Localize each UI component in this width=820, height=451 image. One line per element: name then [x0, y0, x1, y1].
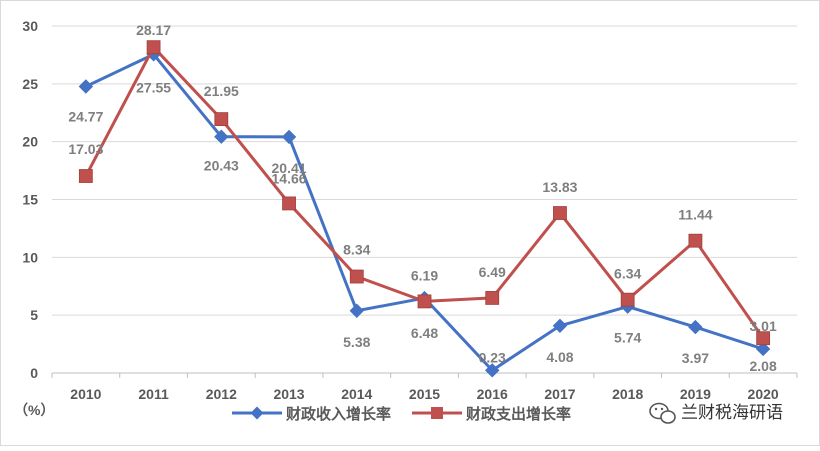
legend-marker-expenditure	[431, 407, 443, 419]
x-tick-label: 2015	[409, 386, 440, 402]
data-label: 17.03	[68, 141, 103, 157]
watermark-text: 兰财税海研语	[681, 403, 783, 423]
data-label: 20.41	[272, 160, 307, 176]
legend-label-revenue: 财政收入增长率	[286, 405, 391, 423]
x-tick-label: 2011	[138, 386, 169, 402]
data-point-square	[214, 112, 229, 127]
data-label: 4.08	[546, 349, 573, 365]
data-point-square	[553, 206, 567, 220]
legend-label-expenditure: 财政支出增长率	[466, 405, 571, 423]
data-label: 6.34	[614, 266, 641, 282]
data-point-square	[417, 294, 432, 309]
data-label: 2.08	[750, 358, 777, 374]
data-label: 3.97	[682, 350, 709, 366]
data-label: 5.74	[614, 330, 641, 346]
y-tick-label: 0	[30, 365, 38, 381]
y-tick-label: 15	[22, 192, 38, 208]
y-tick-label: 10	[22, 249, 38, 265]
legend-item-expenditure: 财政支出增长率	[412, 405, 571, 423]
legend-item-revenue: 财政收入增长率	[232, 405, 391, 423]
data-label: 13.83	[542, 179, 577, 195]
series-layer	[78, 40, 771, 378]
y-tick-label: 30	[22, 18, 38, 34]
y-axis-unit-label: （%）	[14, 402, 54, 418]
y-tick-label: 20	[22, 134, 38, 150]
data-labels: 24.77 27.55 20.43 20.41 5.38 6.48 0.23 4.08 5.74…	[68, 22, 777, 374]
legend-marker-revenue	[250, 406, 264, 420]
data-label: 11.44	[678, 207, 712, 223]
x-tick-label: 2018	[612, 386, 643, 402]
x-tick-label: 2017	[544, 386, 575, 402]
data-point-diamond	[552, 318, 568, 334]
data-point-square	[78, 169, 93, 183]
x-tick-label: 2012	[206, 386, 237, 402]
data-label: 28.17	[136, 22, 171, 38]
data-point-diamond	[755, 341, 771, 357]
data-label: 21.95	[204, 83, 239, 99]
data-label: 14.66	[272, 170, 307, 186]
x-tick-label: 2016	[477, 386, 508, 402]
data-label: 0.23	[479, 349, 506, 365]
data-point-diamond	[281, 129, 297, 145]
data-point-diamond	[688, 319, 703, 335]
data-label: 5.38	[343, 334, 370, 350]
data-point-square	[349, 269, 364, 284]
axes: 0 5 10 15 20 25 30 2010 2011 2012 2013 2014 2015 2016…	[22, 18, 798, 402]
data-label: 3.01	[750, 318, 777, 334]
data-label: 8.34	[343, 242, 370, 258]
x-tick-label: 2014	[341, 386, 372, 402]
data-label: 6.19	[411, 267, 438, 283]
x-tick-label: 2010	[70, 386, 101, 402]
data-point-diamond	[349, 303, 364, 318]
data-point-square	[756, 331, 771, 346]
y-tick-label: 5	[30, 307, 38, 323]
x-tick-label: 2020	[748, 386, 779, 402]
data-label: 6.49	[479, 264, 506, 280]
wechat-icon	[649, 402, 676, 424]
x-tick-label: 2019	[680, 386, 711, 402]
data-point-diamond	[485, 363, 500, 378]
data-label: 20.43	[204, 158, 239, 174]
data-point-diamond	[214, 129, 229, 144]
data-point-diamond	[78, 79, 94, 94]
data-point-square	[688, 233, 703, 248]
data-point-square	[282, 196, 296, 211]
data-label: 6.48	[411, 325, 438, 341]
data-label: 27.55	[136, 79, 171, 95]
data-label: 24.77	[68, 108, 103, 124]
data-point-square	[146, 40, 161, 55]
data-point-square	[620, 292, 635, 307]
data-point-square	[485, 291, 500, 305]
x-tick-label: 2013	[273, 386, 304, 402]
y-tick-label: 25	[22, 76, 38, 92]
watermark: 兰财税海研语	[649, 402, 783, 424]
legend: 财政收入增长率 财政支出增长率	[232, 405, 571, 423]
